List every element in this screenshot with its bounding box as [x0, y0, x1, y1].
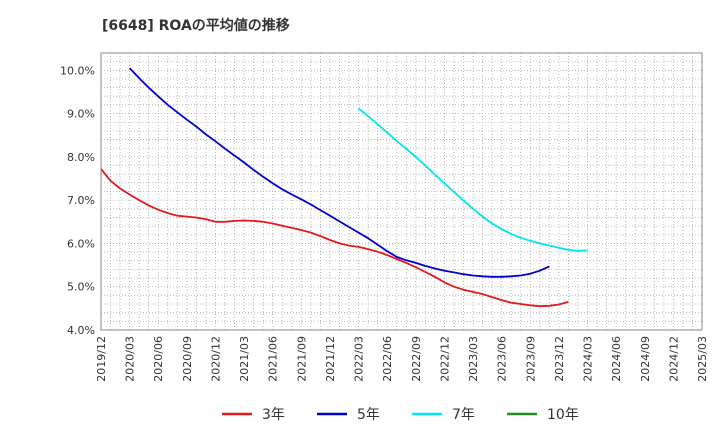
x-axis: 2019/12 2020/03 2020/06 2020/09 2020/12 2021/… [95, 336, 709, 382]
x-tick-label: 2021/09 [295, 336, 308, 382]
series-line [100, 168, 569, 308]
y-tick-label: 6.0% [67, 237, 95, 250]
x-tick-label: 2020/03 [124, 336, 137, 382]
legend-label: 7年 [452, 407, 475, 423]
x-tick-label: 2021/06 [267, 336, 280, 382]
x-tick-label: 2021/03 [238, 336, 251, 382]
y-tick-label: 10.0% [60, 64, 95, 77]
legend-label: 3年 [262, 407, 285, 423]
grid [101, 53, 702, 330]
series-line [358, 107, 588, 252]
x-tick-label: 2025/03 [696, 336, 709, 382]
legend-label: 5年 [357, 407, 380, 423]
x-tick-label: 2024/12 [667, 336, 680, 382]
x-tick-label: 2020/12 [209, 336, 222, 382]
x-tick-label: 2024/06 [610, 336, 623, 382]
series-line [128, 67, 550, 278]
x-tick-label: 2021/12 [324, 336, 337, 382]
x-tick-label: 2022/03 [353, 336, 366, 382]
x-tick-label: 2023/12 [553, 336, 566, 382]
y-tick-label: 4.0% [67, 324, 95, 337]
x-tick-label: 2023/09 [524, 336, 537, 382]
series-lines [100, 67, 588, 308]
plot-frame [100, 52, 703, 331]
x-tick-label: 2019/12 [95, 336, 108, 382]
x-tick-label: 2022/09 [410, 336, 423, 382]
y-tick-label: 5.0% [67, 281, 95, 294]
x-tick-label: 2022/12 [438, 336, 451, 382]
legend: 3年 5年 7年 10年 [222, 407, 579, 423]
y-tick-label: 7.0% [67, 194, 95, 207]
x-tick-label: 2023/06 [496, 336, 509, 382]
x-tick-label: 2020/09 [181, 336, 194, 382]
y-tick-label: 8.0% [67, 151, 95, 164]
x-tick-label: 2023/03 [467, 336, 480, 382]
x-tick-label: 2024/03 [582, 336, 595, 382]
y-tick-label: 9.0% [67, 108, 95, 121]
y-axis: 4.0% 5.0% 6.0% 7.0% 8.0% 9.0% 10.0% [60, 64, 95, 337]
x-tick-label: 2022/06 [381, 336, 394, 382]
x-tick-label: 2024/09 [639, 336, 652, 382]
chart-title: [6648] ROAの平均値の推移 [102, 17, 290, 34]
x-tick-label: 2020/06 [152, 336, 165, 382]
legend-label: 10年 [547, 407, 579, 423]
